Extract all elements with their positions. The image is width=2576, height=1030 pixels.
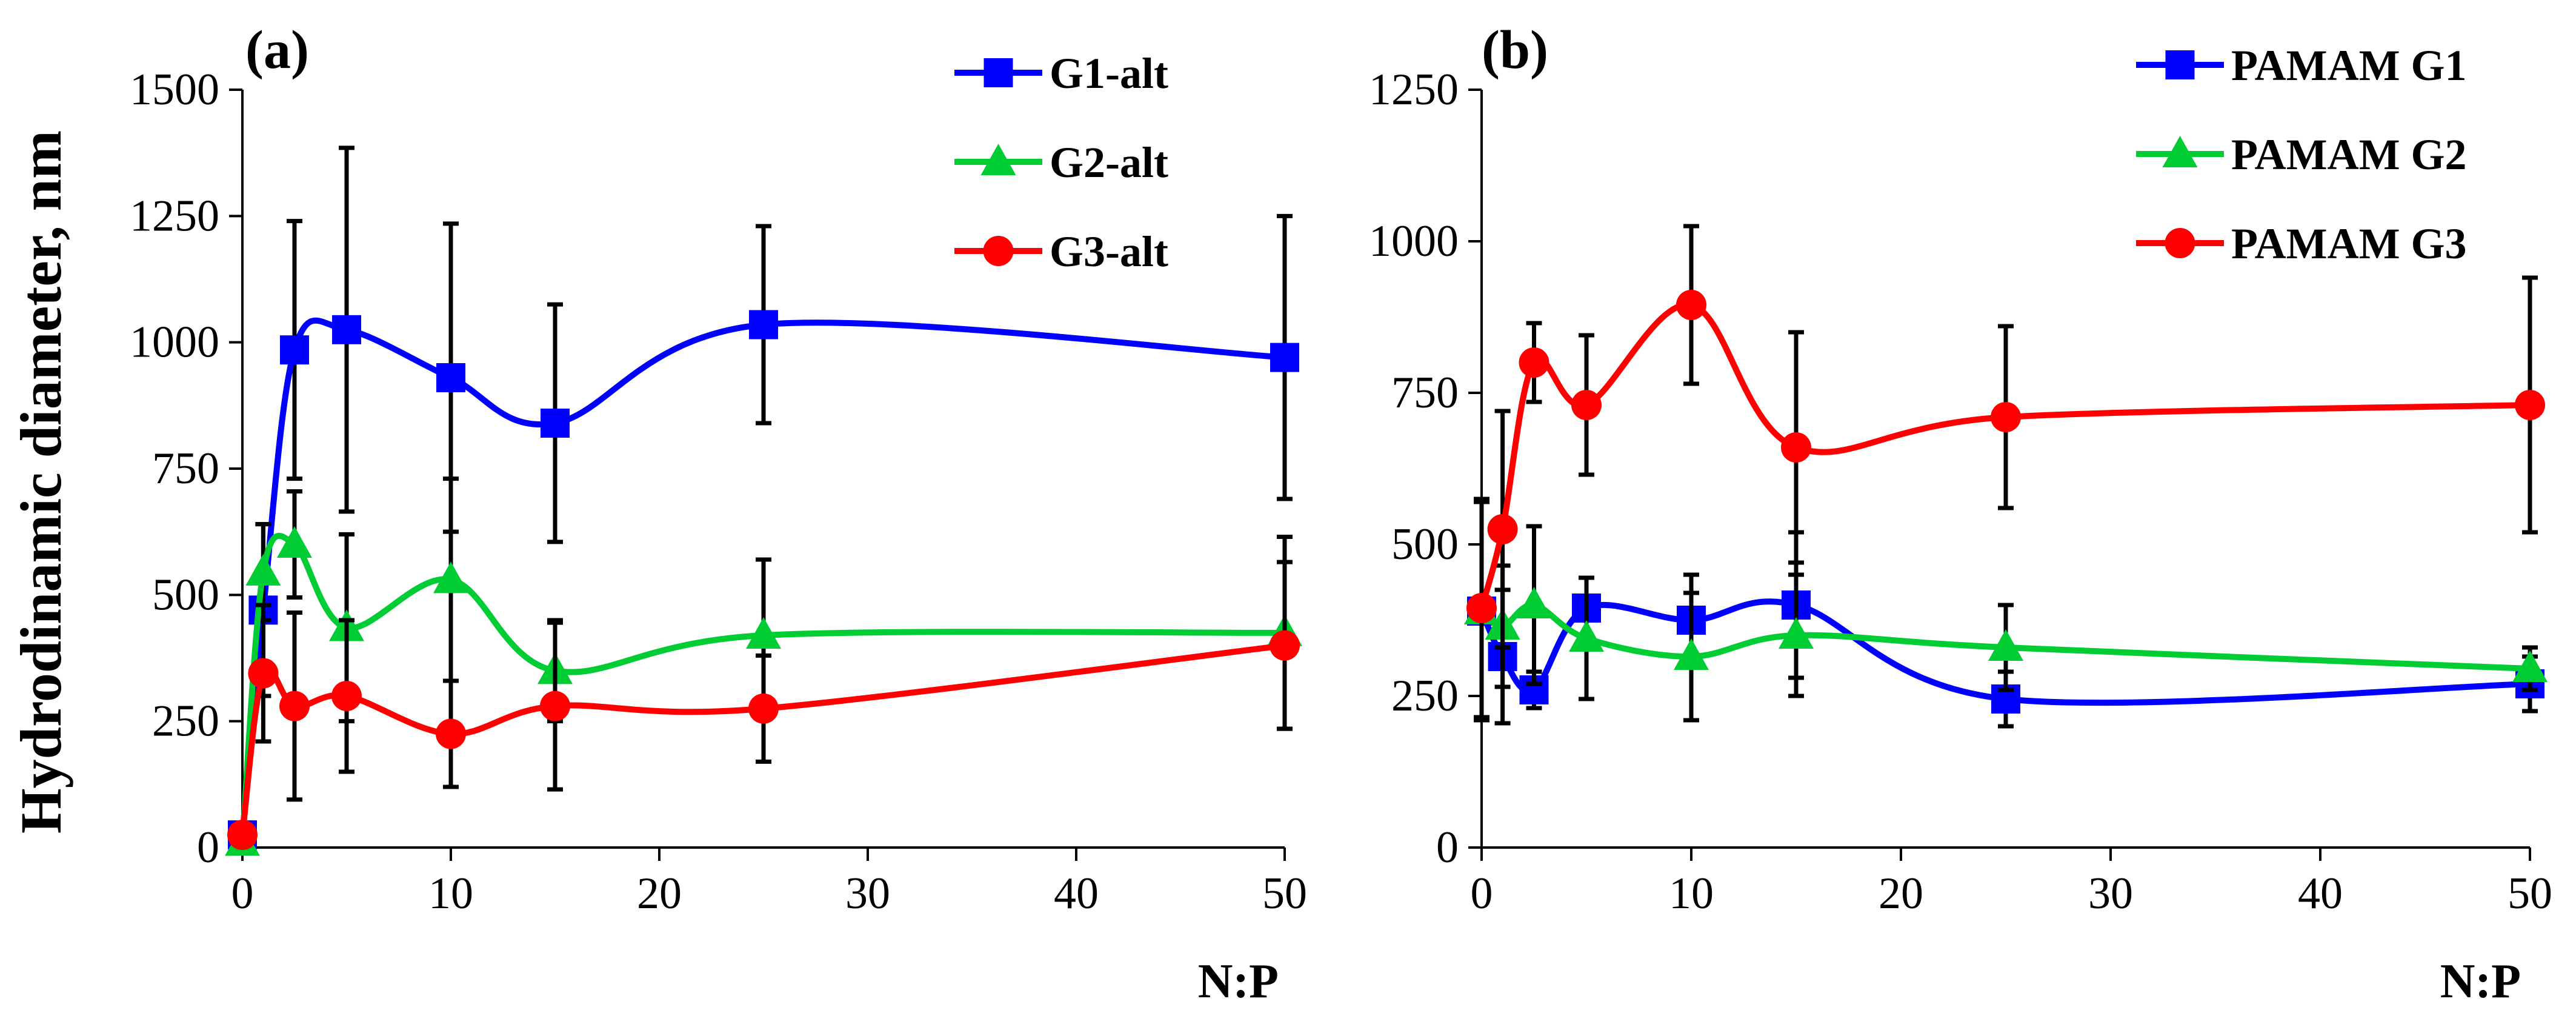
panel-b-marker-pamam-g3 (1781, 432, 1811, 463)
panel-b-x-tick-label: 20 (1879, 869, 1923, 918)
panel-b-x-tick-label: 0 (1471, 869, 1493, 918)
panel-b-legend-marker (2162, 136, 2198, 167)
panel-a-y-tick-label: 750 (152, 444, 219, 493)
panel-b-legend-item-pamam-g1: PAMAM G1 (2136, 41, 2467, 90)
panel-a-legend-label: G3-alt (1050, 227, 1168, 276)
panel-a: (a) N:P 0 250 500 750 1000 1250 1500 0 10 20 30 40 5… (130, 20, 1307, 1008)
panel-a-marker-g1-alt (332, 315, 361, 344)
panel-a-x-tick-label: 10 (428, 869, 473, 918)
panel-b-marker-pamam-g3 (1571, 390, 1602, 420)
panel-a-y-tick-label: 1500 (130, 65, 219, 115)
panel-b-legend-marker (2165, 50, 2195, 79)
panel-b-x-tick-label: 30 (2088, 869, 2133, 918)
panel-a-marker-g2-alt (746, 617, 781, 649)
panel-b-legend-marker (2165, 228, 2195, 258)
panel-b-y-tick-label: 1000 (1369, 216, 1459, 266)
panel-a-legend-marker (980, 144, 1016, 175)
panel-b-marker-pamam-g2 (1516, 587, 1552, 618)
panel-b: (b) N:P 0 250 500 750 1000 1250 0 10 20 30 40 50 PAM… (1369, 20, 2552, 1008)
panel-b-marker-pamam-g2 (1779, 617, 1814, 649)
panel-a-marker-g1-alt (280, 335, 309, 365)
panel-b-y-tick-label: 750 (1391, 368, 1459, 418)
panel-b-marker-pamam-g3 (1466, 593, 1497, 623)
panel-a-y-tick-label: 1250 (130, 191, 219, 241)
panel-a-x-tick-label: 40 (1054, 869, 1099, 918)
panel-b-x-tick-label: 40 (2298, 869, 2343, 918)
panel-a-marker-g3-alt (227, 820, 258, 851)
panel-a-marker-g3-alt (331, 681, 362, 711)
panel-a-y-tick-label: 250 (152, 697, 219, 746)
panel-b-series-pamam-g3 (1466, 224, 2545, 720)
panel-a-marker-g3-alt (436, 718, 466, 749)
panel-a-y-tick-label: 1000 (130, 318, 219, 367)
panel-a-marker-g2-alt (433, 561, 468, 594)
panel-b-x-tick-label: 50 (2508, 869, 2552, 918)
panel-a-marker-g1-alt (436, 363, 465, 392)
panel-b-legend-label: PAMAM G2 (2231, 130, 2467, 179)
panel-a-legend-label: G2-alt (1050, 138, 1168, 187)
panel-a-x-axis-label: N:P (1198, 955, 1279, 1008)
panel-a-marker-g1-alt (541, 409, 570, 438)
panel-b-y-tick-label: 1250 (1369, 65, 1459, 115)
panel-a-marker-g2-alt (277, 526, 312, 558)
panel-b-legend-item-pamam-g3: PAMAM G3 (2136, 219, 2467, 268)
y-axis-title: Hydrodinamic diameter, nm (8, 130, 73, 834)
panel-b-marker-pamam-g3 (2515, 390, 2545, 420)
panel-b-marker-pamam-g3 (1487, 514, 1518, 544)
panel-b-marker-pamam-g2 (1988, 629, 2023, 661)
panel-b-y-tick-label: 0 (1436, 823, 1459, 872)
panel-a-x-tick-label: 20 (637, 869, 682, 918)
panel-b-y-tick-label: 500 (1391, 520, 1459, 569)
panel-b-label: (b) (1482, 20, 1548, 80)
panel-a-series-g3-alt (227, 560, 1300, 851)
panel-b-x-tick-label: 10 (1669, 869, 1714, 918)
panel-a-marker-g3-alt (540, 691, 570, 721)
panel-a-legend-item-g1-alt: G1-alt (954, 49, 1168, 98)
panel-a-x-tick-label: 0 (231, 869, 254, 918)
panel-b-x-axis-label: N:P (2440, 955, 2521, 1008)
y-axis-label: Hydrodinamic diameter, nm (8, 130, 73, 834)
panel-a-marker-g3-alt (279, 691, 310, 721)
panel-a-marker-g1-alt (749, 310, 778, 339)
panel-a-legend-item-g2-alt: G2-alt (954, 138, 1168, 187)
panel-a-marker-g3-alt (248, 658, 279, 689)
panel-b-y-tick-label: 250 (1391, 671, 1459, 721)
panel-b-marker-pamam-g2 (1674, 638, 1709, 670)
panel-b-legend-label: PAMAM G3 (2231, 219, 2467, 268)
panel-a-label: (a) (245, 20, 309, 80)
panel-a-marker-g2-alt (245, 553, 281, 586)
panel-a-legend-item-g3-alt: G3-alt (954, 227, 1168, 276)
panel-a-legend-marker (983, 58, 1013, 87)
panel-a-marker-g3-alt (1270, 630, 1300, 661)
panel-a-legend-marker (983, 236, 1014, 266)
panel-a-axes: 0 250 500 750 1000 1250 1500 0 10 20 30 40 50 (130, 65, 1307, 918)
panel-b-axes: 0 250 500 750 1000 1250 0 10 20 30 40 50 (1369, 65, 2552, 918)
panel-a-y-tick-label: 0 (197, 823, 219, 872)
panel-a-marker-g3-alt (748, 693, 779, 724)
panel-b-marker-pamam-g2 (1569, 620, 1604, 652)
panel-b-marker-pamam-g2 (2512, 650, 2548, 682)
panel-a-x-tick-label: 50 (1262, 869, 1307, 918)
panel-a-y-tick-label: 500 (152, 570, 219, 620)
panel-b-marker-pamam-g3 (1676, 290, 1706, 320)
panel-b-legend-label: PAMAM G1 (2231, 41, 2467, 90)
panel-a-x-tick-label: 30 (845, 869, 890, 918)
panel-b-marker-pamam-g3 (1519, 347, 1549, 378)
panel-a-legend-label: G1-alt (1050, 49, 1168, 98)
panel-b-legend-item-pamam-g2: PAMAM G2 (2136, 130, 2467, 179)
panel-b-marker-pamam-g3 (1991, 402, 2021, 432)
panel-a-marker-g1-alt (1270, 343, 1299, 372)
